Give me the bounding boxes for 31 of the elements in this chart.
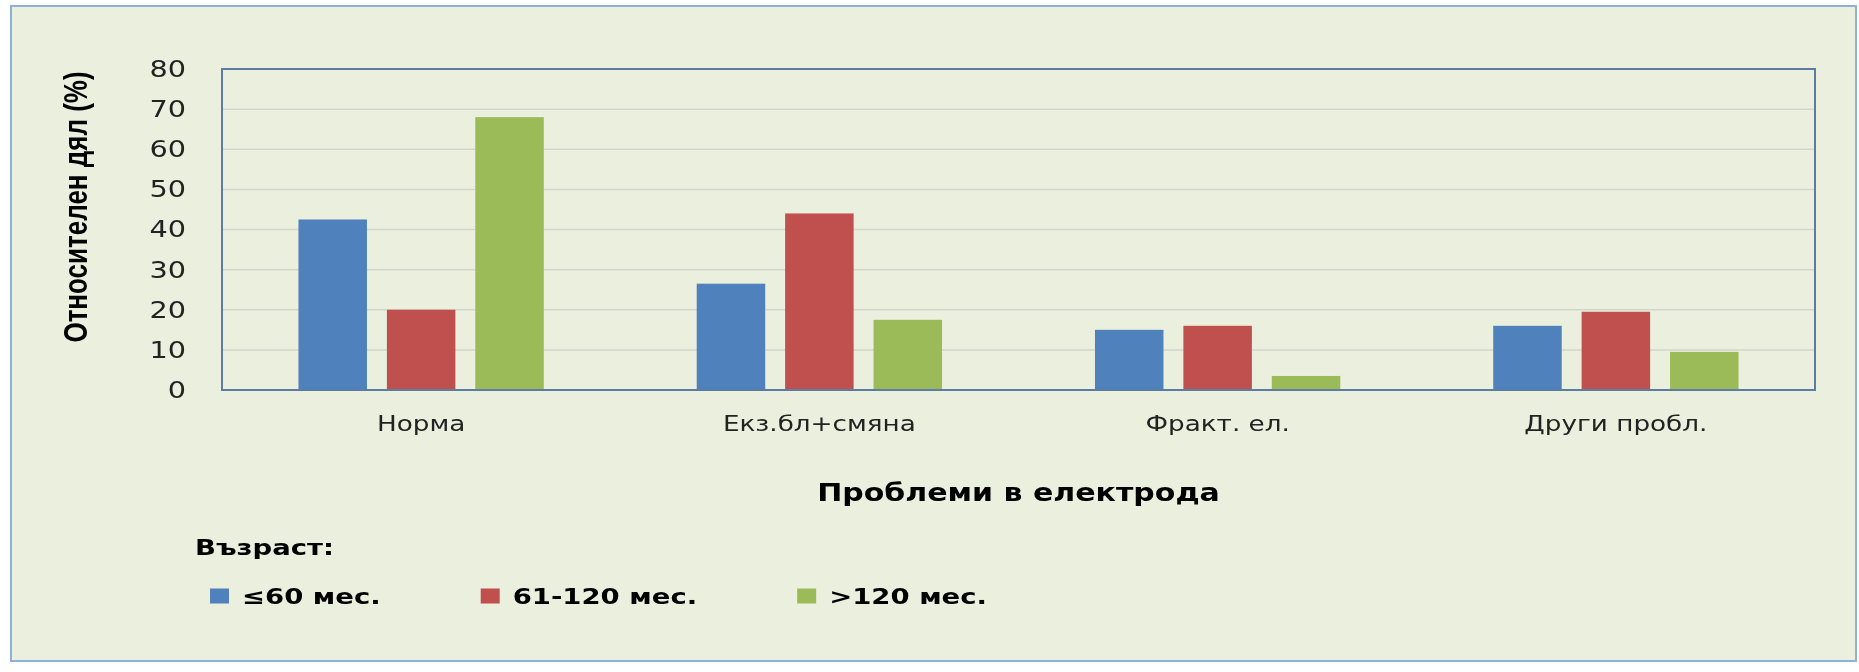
y-tick-label: 0	[167, 376, 186, 404]
y-tick-label: 70	[149, 95, 186, 123]
bar	[1094, 329, 1164, 390]
y-tick-label: 10	[149, 336, 186, 364]
y-tick-label: 80	[149, 55, 186, 83]
x-tick-label: Фракт. ел.	[1145, 411, 1290, 437]
bar	[1493, 325, 1562, 390]
bar	[873, 319, 943, 390]
bar	[696, 283, 766, 390]
x-tick-label: Норма	[376, 411, 466, 437]
y-axis-title: Относителен дял (%)	[56, 71, 94, 343]
legend-label: >120 мес.	[829, 583, 987, 609]
y-tick-label: 20	[149, 296, 186, 323]
y-tick-label: 50	[149, 176, 186, 203]
bar	[386, 309, 456, 390]
y-tick-label: 30	[149, 256, 186, 283]
bar	[1581, 311, 1651, 390]
y-tick-label: 40	[149, 216, 186, 243]
bar	[1670, 351, 1739, 390]
y-tick-label: 60	[149, 136, 186, 163]
bar	[1271, 375, 1341, 390]
x-axis-title: Проблеми в електрода	[817, 478, 1220, 506]
legend-title: Възраст:	[195, 534, 335, 560]
bar	[475, 117, 544, 390]
bar	[1183, 325, 1252, 390]
legend-label: 61-120 мес.	[512, 583, 698, 609]
bar	[298, 219, 367, 390]
x-tick-label: Други пробл.	[1524, 411, 1708, 437]
bar	[785, 213, 854, 390]
legend-label: ≤60 мес.	[242, 583, 381, 609]
x-tick-label: Екз.бл+смяна	[722, 411, 916, 437]
